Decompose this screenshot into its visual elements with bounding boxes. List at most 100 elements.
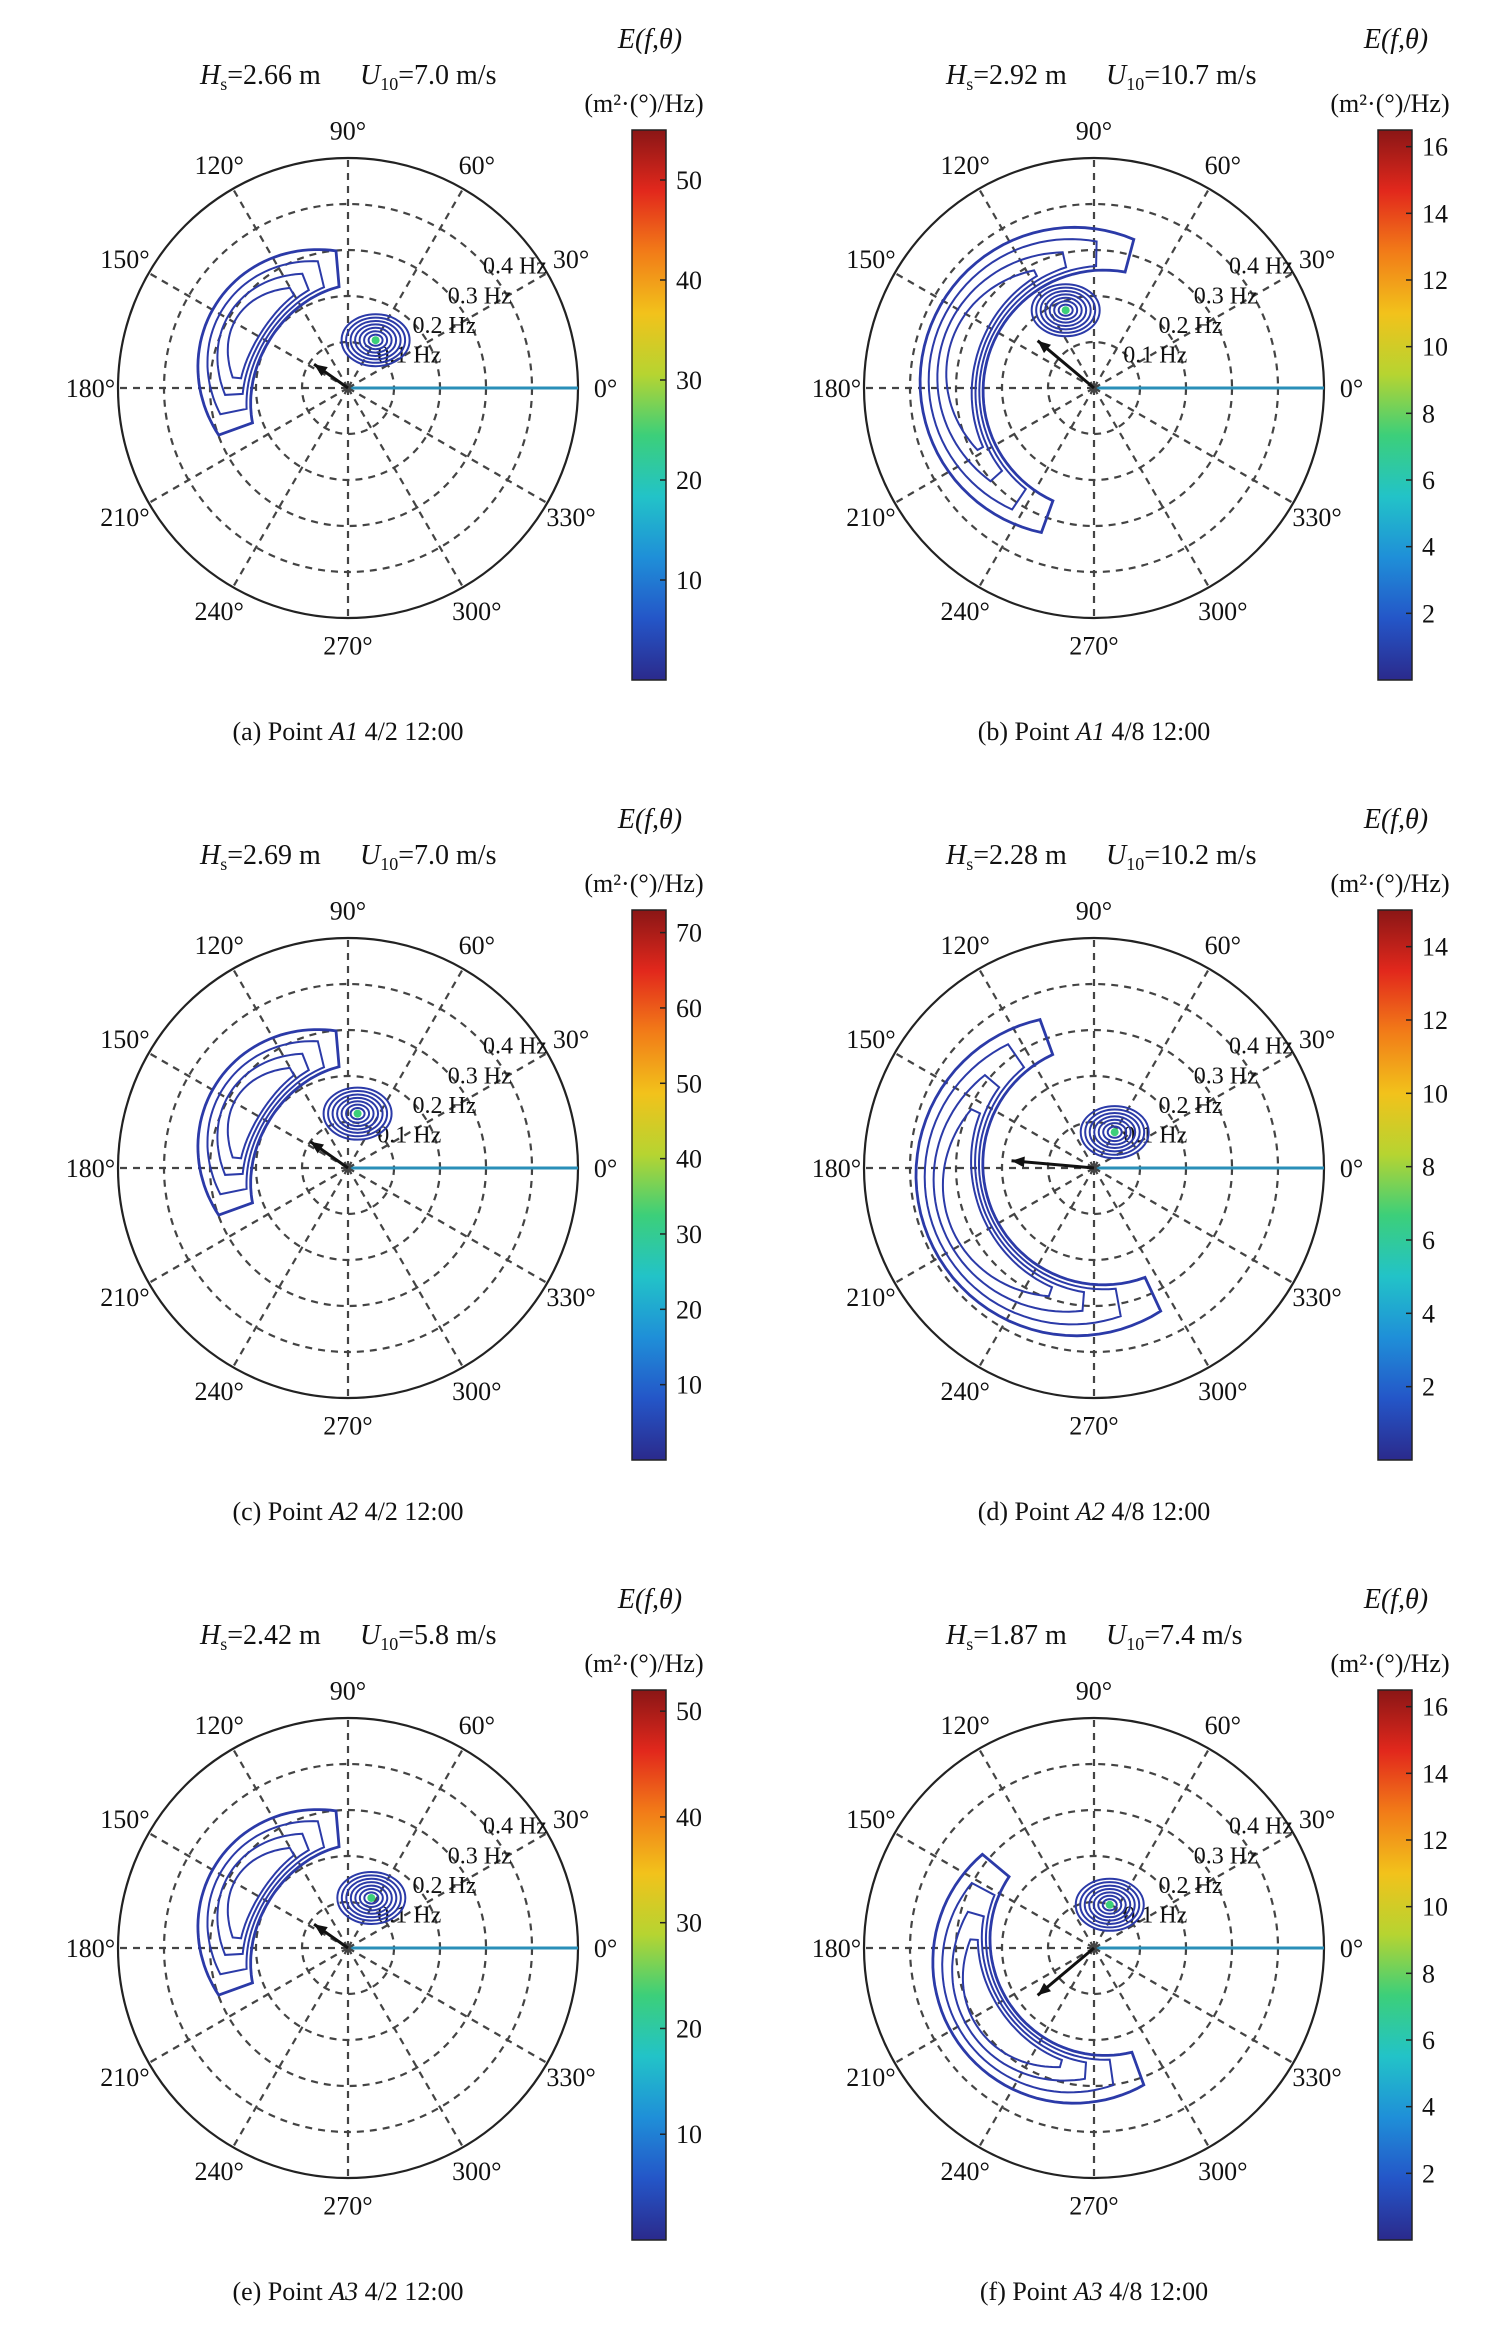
hs-subscript: s: [220, 1634, 227, 1654]
colorbar-title: E(f,θ): [1363, 804, 1428, 835]
spectral-peak: [367, 1893, 376, 1902]
angle-label-330: 330°: [1292, 2063, 1341, 2092]
u-subscript: 10: [380, 854, 398, 874]
angle-label-240: 240°: [194, 2157, 243, 2186]
u10-value: =7.4 m/s: [1144, 1620, 1242, 1651]
direction-spoke: [347, 387, 464, 588]
angle-label-300: 300°: [1198, 597, 1247, 626]
wind-sea-contour: [345, 1877, 398, 1919]
wind-sea-contour: [322, 1086, 393, 1141]
polar-spectrum-svg: 0° 30° 60° 90° 120° 150° 180° 210° 240° 270° 300° 3…: [66, 1584, 704, 2306]
angle-label-270: 270°: [323, 2192, 372, 2221]
angle-label-60: 60°: [1205, 931, 1241, 960]
wind-arrow-head: [314, 1924, 328, 1937]
angle-label-30: 30°: [553, 245, 589, 274]
angle-label-150: 150°: [846, 1805, 895, 1834]
direction-spoke: [1093, 1947, 1294, 2064]
spectral-peak: [1105, 1900, 1114, 1909]
u10-value: =5.8 m/s: [398, 1620, 496, 1651]
angle-label-120: 120°: [940, 1711, 989, 1740]
angle-label-60: 60°: [1205, 151, 1241, 180]
u10-label: U10=7.4 m/s: [1106, 1620, 1242, 1654]
colorbar: [631, 129, 667, 681]
direction-spoke: [232, 1167, 349, 1368]
frequency-label: 0.2 Hz: [1158, 313, 1222, 339]
swell-contour: [961, 1938, 1064, 2069]
direction-spoke: [232, 387, 349, 588]
angle-label-300: 300°: [452, 1377, 501, 1406]
panel-e: 0° 30° 60° 90° 120° 150° 180° 210° 240° 270° 300° 3…: [0, 1560, 746, 2330]
frequency-label: 0.4 Hz: [483, 254, 547, 280]
angle-label-300: 300°: [452, 597, 501, 626]
angle-label-90: 90°: [1076, 1676, 1112, 1705]
swell-contour: [918, 225, 1136, 535]
angle-label-330: 330°: [1292, 1283, 1341, 1312]
frequency-label: 0.2 Hz: [412, 1873, 476, 1899]
angle-label-30: 30°: [553, 1805, 589, 1834]
angle-label-30: 30°: [553, 1025, 589, 1054]
hs-label: Hs=2.42 m: [199, 1620, 321, 1654]
colorbar-unit: (m²·(°)/Hz): [584, 1649, 703, 1678]
angle-label-60: 60°: [459, 151, 495, 180]
hs-value: =2.42 m: [227, 1620, 321, 1651]
colorbar-tick-label: 30: [676, 1909, 702, 1938]
angle-label-30: 30°: [1299, 1025, 1335, 1054]
swell-contour: [951, 1910, 1088, 2082]
wind-sea-contour: [336, 1870, 407, 1925]
colorbar: [1377, 1689, 1413, 2241]
angle-label-120: 120°: [194, 1711, 243, 1740]
colorbar-tick-label: 4: [1422, 1299, 1435, 1328]
direction-spoke: [978, 968, 1095, 1169]
angle-label-240: 240°: [940, 2157, 989, 2186]
panel-d: 0° 30° 60° 90° 120° 150° 180° 210° 240° 270° 300° 3…: [746, 780, 1492, 1550]
angle-label-270: 270°: [323, 1412, 372, 1441]
angle-label-180: 180°: [812, 374, 861, 403]
direction-spoke: [1093, 1167, 1294, 1284]
angle-label-270: 270°: [1069, 632, 1118, 661]
colorbar-tick-label: 40: [676, 1803, 702, 1832]
caption-prefix: (c) Point: [232, 1497, 329, 1526]
hs-letter: H: [945, 60, 968, 91]
angle-label-30: 30°: [1299, 1805, 1335, 1834]
u-letter: U: [360, 1620, 382, 1651]
colorbar-tick-label: 8: [1422, 399, 1435, 428]
colorbar-tick-label: 2: [1422, 599, 1435, 628]
angle-label-90: 90°: [330, 896, 366, 925]
hs-value: =2.92 m: [973, 60, 1067, 91]
angle-label-210: 210°: [846, 1283, 895, 1312]
caption-suffix: 4/2 12:00: [358, 1497, 463, 1526]
u10-value: =7.0 m/s: [398, 840, 496, 871]
wind-sea-contour: [1074, 1877, 1145, 1932]
angle-label-180: 180°: [66, 1154, 115, 1183]
hs-label: Hs=2.92 m: [945, 60, 1067, 94]
frequency-label: 0.2 Hz: [1158, 1873, 1222, 1899]
frequency-label: 0.2 Hz: [1158, 1093, 1222, 1119]
swell-contour: [206, 1040, 326, 1196]
u-subscript: 10: [1126, 854, 1144, 874]
angle-label-180: 180°: [66, 374, 115, 403]
direction-spoke: [978, 1167, 1095, 1368]
wind-arrow-head: [1037, 1982, 1052, 1996]
wind-sea-contour: [336, 1096, 380, 1131]
swell-contour: [941, 1107, 1054, 1298]
colorbar-tick-label: 10: [1422, 333, 1448, 362]
caption-suffix: 4/2 12:00: [358, 717, 463, 746]
colorbar-tick-label: 70: [676, 919, 702, 948]
colorbar-tick-label: 10: [676, 2120, 702, 2149]
direction-spoke: [148, 1947, 349, 2064]
colorbar-tick-label: 14: [1422, 199, 1448, 228]
panel-caption: (f) Point A3 4/8 12:00: [980, 2277, 1208, 2306]
direction-spoke: [1093, 1167, 1210, 1368]
angle-label-150: 150°: [846, 245, 895, 274]
u-letter: U: [1106, 60, 1128, 91]
frequency-label: 0.1 Hz: [1123, 342, 1187, 368]
u-subscript: 10: [380, 74, 398, 94]
colorbar: [1377, 909, 1413, 1461]
angle-label-210: 210°: [100, 2063, 149, 2092]
caption-point: A1: [1074, 717, 1105, 746]
colorbar-tick-label: 10: [676, 1371, 702, 1400]
frequency-label: 0.3 Hz: [448, 1843, 512, 1869]
angle-label-240: 240°: [940, 1377, 989, 1406]
angle-label-90: 90°: [1076, 116, 1112, 145]
